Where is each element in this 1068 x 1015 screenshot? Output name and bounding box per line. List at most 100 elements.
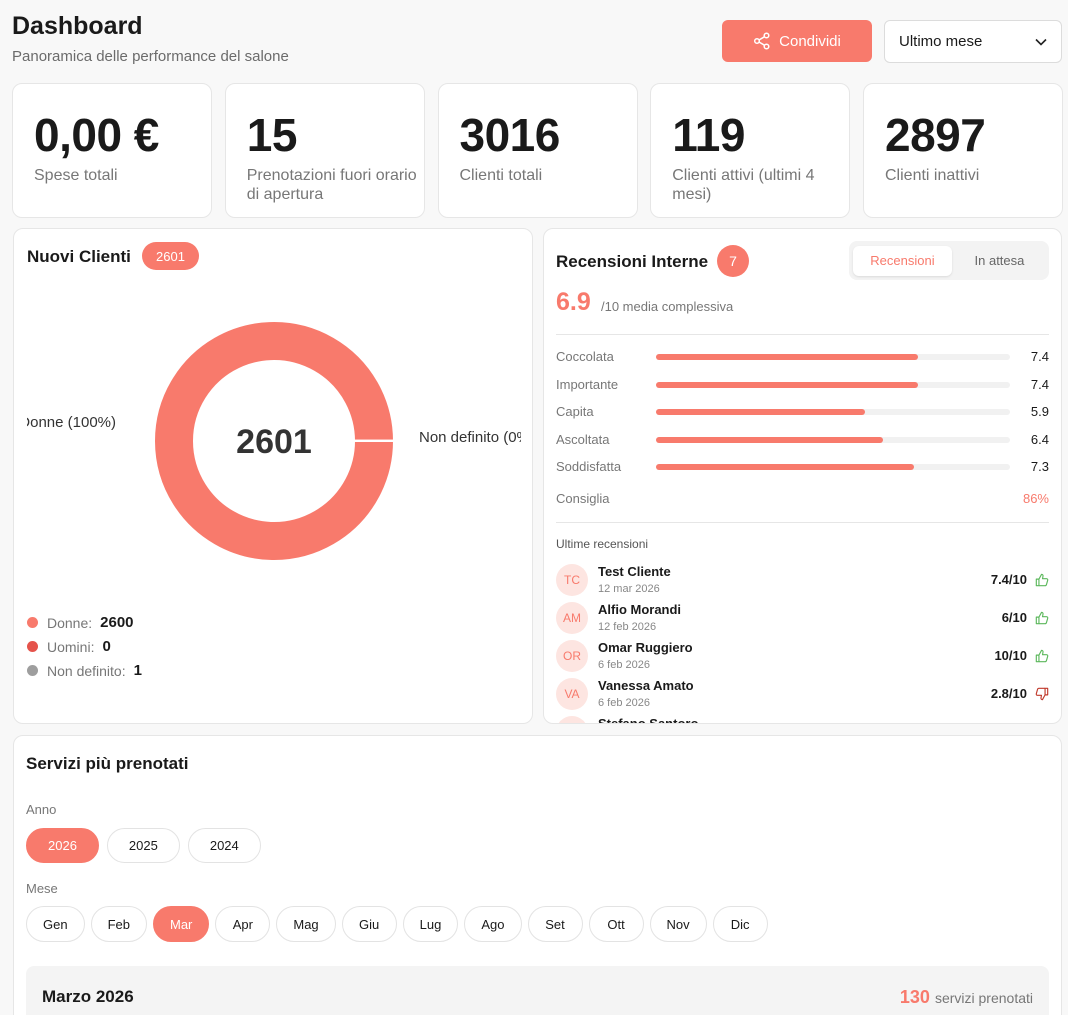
month-pill[interactable]: Ago xyxy=(464,906,522,942)
donut-center-value: 2601 xyxy=(236,423,312,461)
kpi-value: 15 xyxy=(246,109,298,161)
count-badge: 7 xyxy=(717,245,749,277)
month-pill[interactable]: Gen xyxy=(26,906,85,942)
share-button[interactable]: Condividi xyxy=(722,20,872,62)
reviewer-name: Stefano Santoro xyxy=(598,716,698,723)
year-pill[interactable]: 2024 xyxy=(187,828,261,863)
kpi-label: Spese totali xyxy=(34,167,118,184)
score-bar xyxy=(656,354,918,360)
score-label: Soddisfatta xyxy=(556,459,622,474)
kpi-label: Clienti inattivi xyxy=(885,167,980,184)
share-button-label: Condividi xyxy=(779,32,841,50)
score-value: 5.9 xyxy=(1030,404,1049,419)
latest-title: Ultime recensioni xyxy=(556,537,649,551)
kpi-label: Clienti totali xyxy=(459,167,543,184)
thumb-up-icon xyxy=(1035,573,1049,587)
summary-count-value: 130 xyxy=(899,987,930,1007)
review-date: 12 mar 2026 xyxy=(598,583,660,595)
page-title: Dashboard xyxy=(12,12,143,40)
card-title: Servizi più prenotati xyxy=(26,754,189,773)
legend-value: 1 xyxy=(133,662,142,679)
month-pill[interactable]: Apr xyxy=(215,906,271,942)
kpi-card: 119 Clienti attivi (ultimi 4 mesi) xyxy=(650,83,851,218)
recommend-value: 86% xyxy=(1022,491,1049,506)
reviewer-name: Vanessa Amato xyxy=(598,678,694,693)
summary-count: 130 servizi prenotati xyxy=(900,987,1033,1008)
reviewer-name: Omar Ruggiero xyxy=(598,640,693,655)
donut-chart: 2601 Donne (100%) Non definito (0%) xyxy=(27,319,521,562)
kpi-label: Prenotazioni fuori orario di apertura xyxy=(246,167,417,203)
legend-label: Donne: xyxy=(47,614,93,631)
month-pill[interactable]: Lug xyxy=(402,906,459,942)
thumb-up-icon xyxy=(1035,649,1049,663)
review-row: VA Vanessa Amato 6 feb 2026 2.8/10 xyxy=(556,677,1049,715)
period-select-value: Ultimo mese xyxy=(899,33,983,50)
services-card: Servizi più prenotati Anno 2026 2025 2024 Mes… xyxy=(13,735,1062,1015)
score-value: 6.4 xyxy=(1030,431,1049,447)
divider xyxy=(556,334,1049,335)
legend-value: 0 xyxy=(102,638,111,655)
summary-count-caption: servizi prenotati xyxy=(934,990,1033,1006)
month-pill[interactable]: Feb xyxy=(90,906,147,942)
score-value: 7.4 xyxy=(1030,349,1049,364)
month-pill[interactable]: Set xyxy=(527,906,583,942)
review-score: 7.4/10 xyxy=(990,572,1027,587)
kpi-card: 15 Prenotazioni fuori orario di apertura xyxy=(224,83,425,218)
summary-title: Marzo 2026 xyxy=(42,987,134,1006)
month-pill[interactable]: Dic xyxy=(712,906,768,942)
year-label: Anno xyxy=(26,802,57,817)
score-label: Ascoltata xyxy=(556,431,610,447)
month-label: Mese xyxy=(26,881,58,896)
tab-bar: Recensioni In attesa xyxy=(849,241,1049,280)
legend-dot xyxy=(27,641,38,652)
kpi-card: 3016 Clienti totali xyxy=(437,83,638,218)
card-title: Recensioni Interne xyxy=(556,252,709,271)
count-badge: 2601 xyxy=(142,242,199,270)
review-date: 6 feb 2026 xyxy=(598,659,650,671)
year-pill[interactable]: 2025 xyxy=(106,828,180,863)
score-label: Capita xyxy=(556,404,594,419)
average-caption: /10 media complessiva xyxy=(601,299,734,314)
review-score: 10/10 xyxy=(994,648,1027,663)
legend-label: Uomini: xyxy=(47,638,95,655)
new-clients-card: Nuovi Clienti 2601 2601 Donne (100%) Non def… xyxy=(13,228,533,724)
divider xyxy=(556,522,1049,523)
month-pill[interactable]: Nov xyxy=(649,906,707,942)
score-bar xyxy=(656,464,915,470)
year-pill[interactable]: 2026 xyxy=(26,828,99,863)
kpi-value: 2897 xyxy=(885,109,986,161)
month-summary: Marzo 2026 130 servizi prenotati xyxy=(26,966,1049,1015)
legend-value: 2600 xyxy=(100,614,134,631)
review-date: 12 feb 2026 xyxy=(598,621,657,633)
avatar: OR xyxy=(556,640,588,672)
thumb-up-icon xyxy=(1035,611,1049,625)
thumb-down-icon xyxy=(1035,687,1049,701)
tab[interactable]: In attesa xyxy=(974,253,1025,268)
donut-slice xyxy=(153,319,396,562)
month-pill[interactable]: Ott xyxy=(588,906,644,942)
legend-dot xyxy=(27,617,38,628)
month-picker: Gen Feb Mar Apr Mag Giu Lug Ago Set Ott Nov Dic xyxy=(26,906,768,942)
legend-item: Non definito: 1 xyxy=(27,662,142,679)
kpi-card: 2897 Clienti inattivi xyxy=(863,83,1063,218)
score-bar xyxy=(656,409,865,415)
tab[interactable]: Recensioni xyxy=(853,245,952,276)
review-date: 6 feb 2026 xyxy=(598,697,650,709)
legend-dot xyxy=(27,665,38,676)
period-select[interactable]: Ultimo mese xyxy=(884,20,1062,63)
score-bar xyxy=(656,436,883,443)
month-pill[interactable]: Giu xyxy=(341,906,397,942)
avatar: VA xyxy=(556,678,588,710)
month-pill[interactable]: Mar xyxy=(152,906,210,942)
card-title: Nuovi Clienti xyxy=(27,247,131,266)
average-score: 6.9 xyxy=(556,288,591,316)
kpi-card: 0,00 € Spese totali xyxy=(12,83,212,218)
kpi-label: Clienti attivi (ultimi 4 mesi) xyxy=(672,167,815,203)
kpi-value: 3016 xyxy=(459,109,561,161)
month-pill[interactable]: Mag xyxy=(276,906,336,942)
review-row: AM Alfio Morandi 12 feb 2026 6/10 xyxy=(556,601,1049,639)
legend-item: Donne: 2600 xyxy=(27,614,134,631)
recommend-label: Consiglia xyxy=(556,491,610,506)
reviewer-name: Test Cliente xyxy=(598,564,671,579)
year-picker: 2026 2025 2024 xyxy=(26,828,261,863)
